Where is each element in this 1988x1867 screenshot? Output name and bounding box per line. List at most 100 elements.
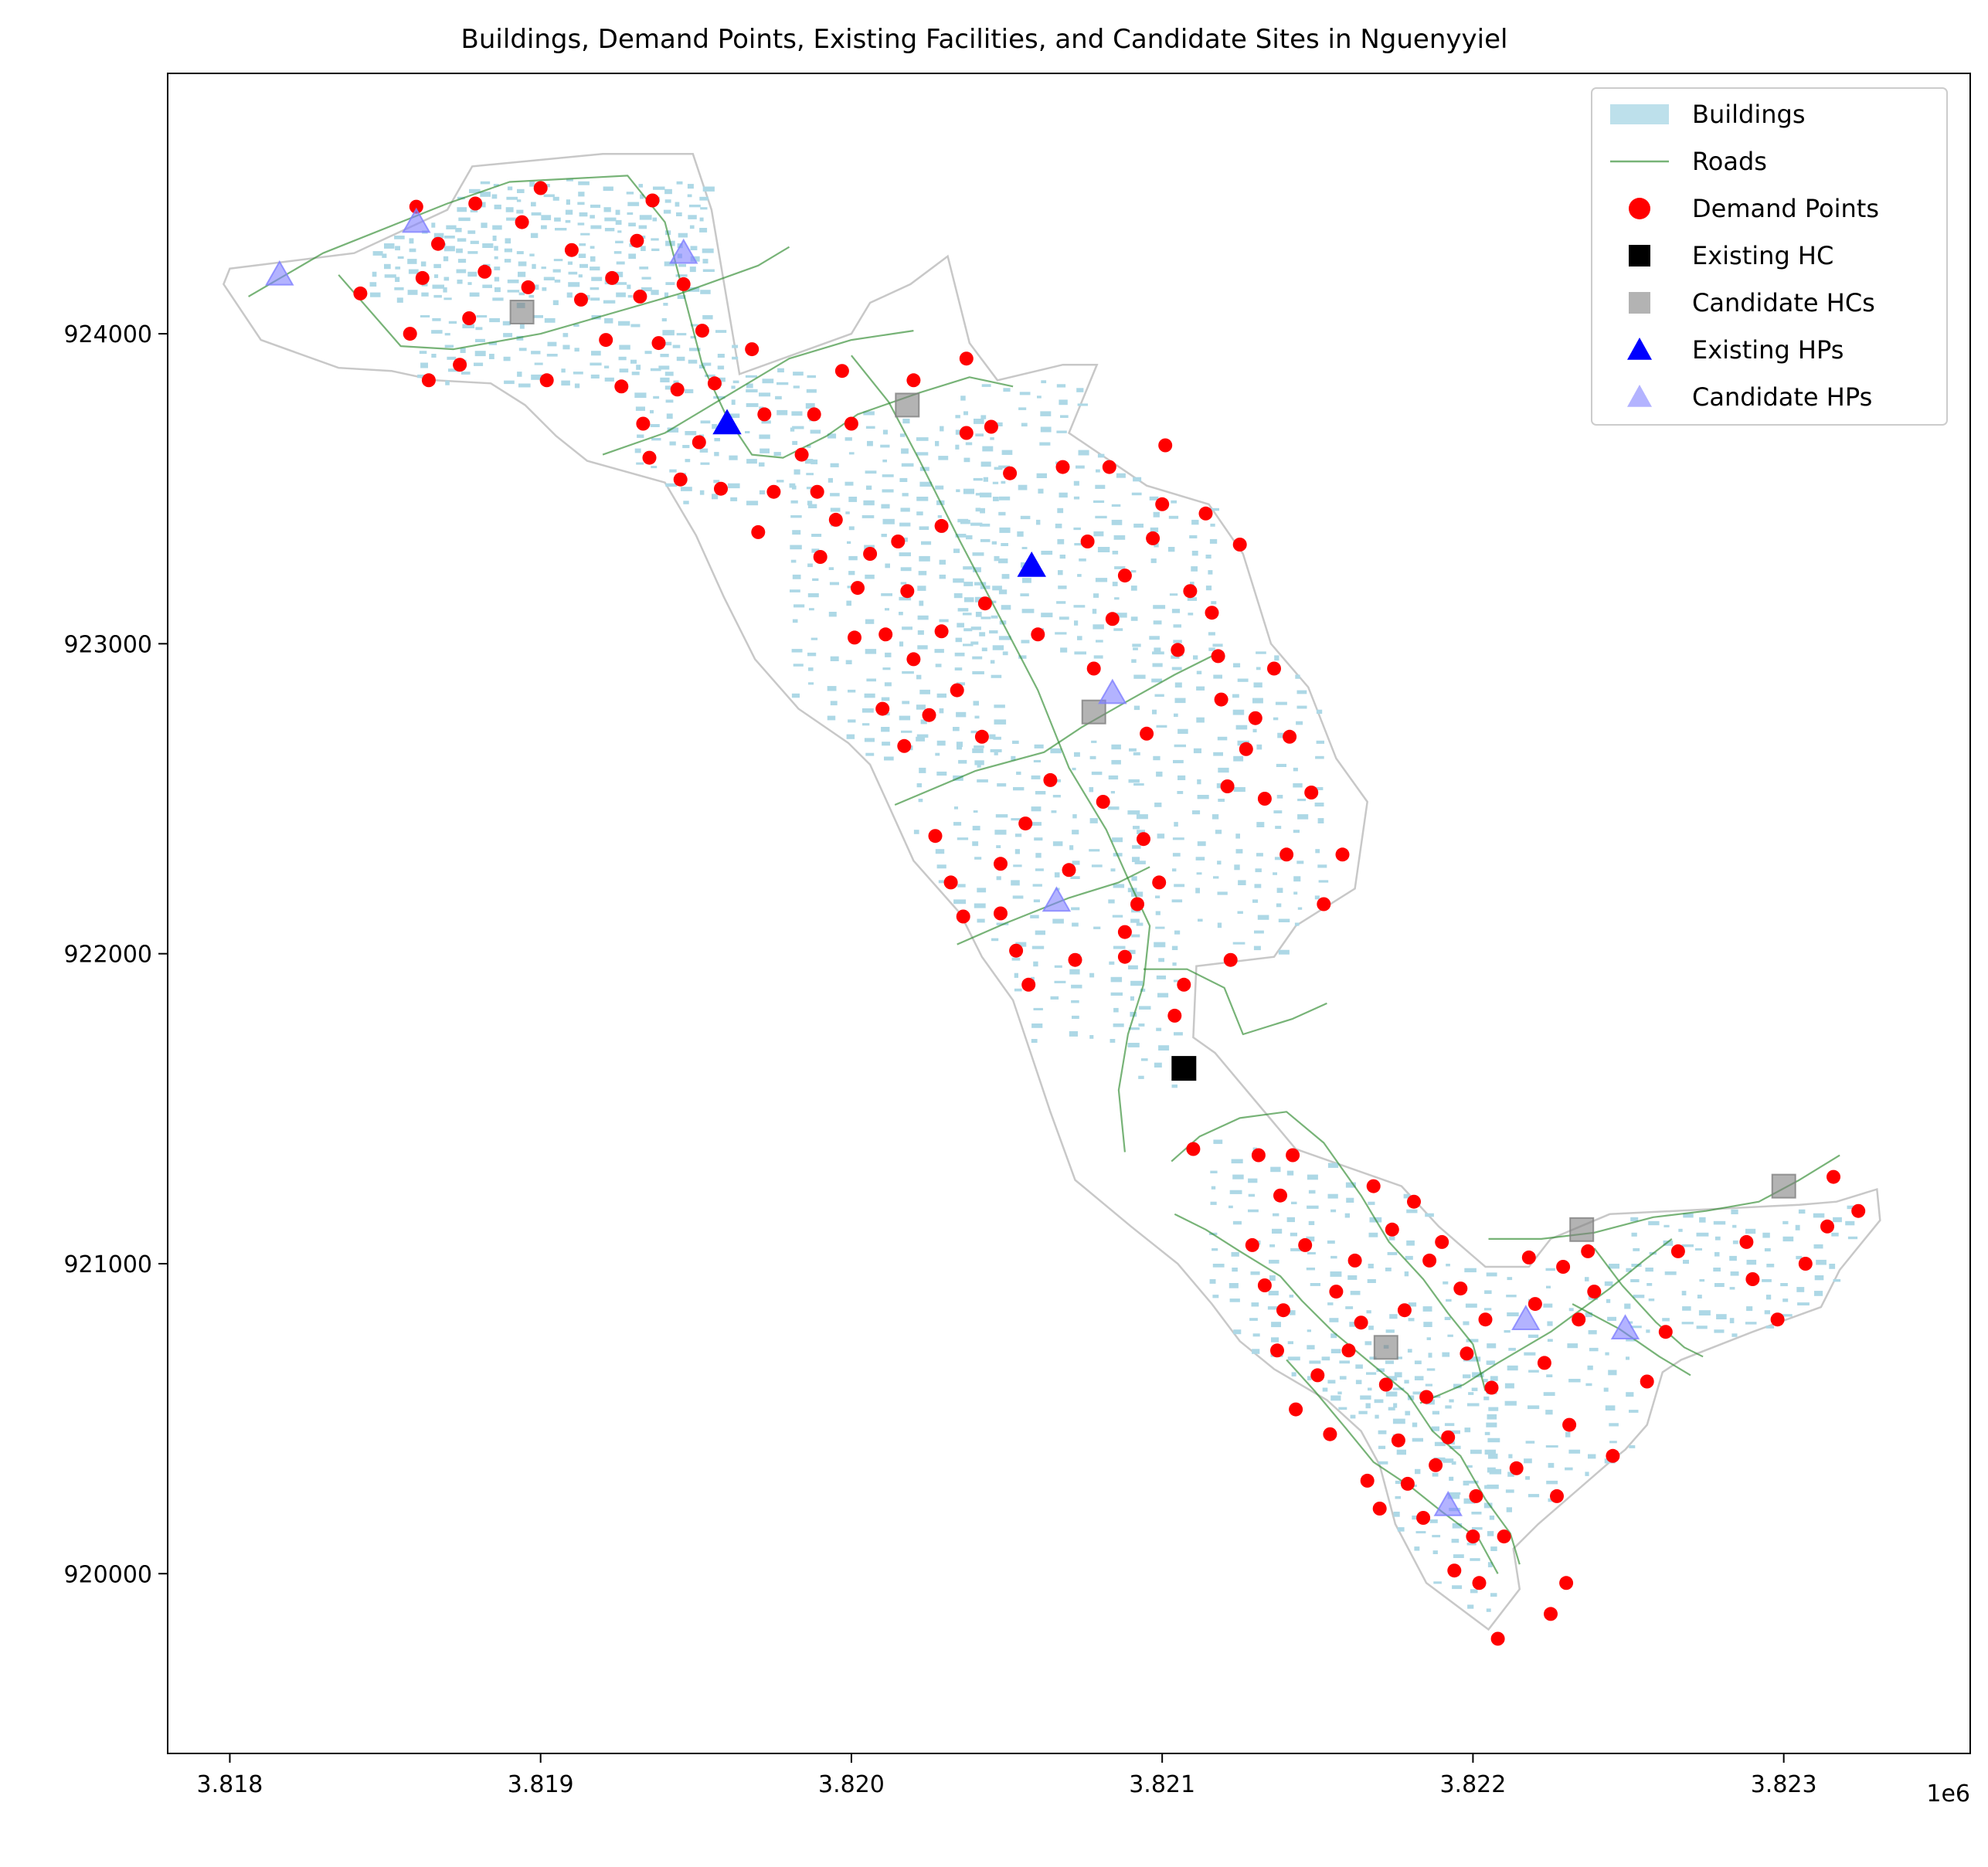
building <box>807 593 819 598</box>
building <box>1697 1295 1702 1298</box>
building <box>503 356 511 362</box>
building <box>1327 1380 1336 1384</box>
building <box>1014 849 1020 854</box>
building <box>975 612 982 617</box>
demand-point <box>813 550 827 564</box>
building <box>1568 1308 1574 1312</box>
demand-point <box>1341 1343 1356 1358</box>
building <box>683 501 689 504</box>
building <box>1095 578 1108 582</box>
building <box>712 424 718 429</box>
building <box>1071 984 1082 989</box>
building <box>1385 1391 1398 1397</box>
building <box>960 519 970 524</box>
demand-point <box>807 407 821 422</box>
building <box>1443 1458 1454 1463</box>
building <box>1114 566 1126 569</box>
building <box>1155 895 1161 898</box>
candidate-hp-marker <box>402 207 431 233</box>
building <box>1293 783 1303 788</box>
building <box>417 374 428 378</box>
building <box>702 186 715 192</box>
building <box>1058 570 1063 575</box>
building <box>979 492 992 497</box>
building <box>467 230 476 234</box>
building <box>1217 891 1228 895</box>
building <box>1314 803 1324 807</box>
building <box>1254 884 1262 888</box>
building <box>489 354 494 359</box>
building <box>619 345 630 350</box>
building <box>916 511 923 516</box>
building <box>1089 849 1100 852</box>
building <box>1486 1608 1491 1612</box>
demand-point <box>1329 1285 1344 1299</box>
building <box>1157 833 1165 839</box>
building <box>993 736 1001 740</box>
building <box>1545 1445 1558 1448</box>
demand-point <box>1062 863 1076 877</box>
building <box>916 674 922 680</box>
building <box>1386 1376 1398 1381</box>
building <box>604 365 610 368</box>
building <box>1235 849 1243 854</box>
road <box>1419 1238 1673 1404</box>
building <box>977 779 988 782</box>
building <box>566 199 570 205</box>
building <box>531 374 543 380</box>
y-tick-label: 924000 <box>63 321 152 348</box>
building <box>1745 1322 1757 1325</box>
building <box>1330 1333 1337 1339</box>
road <box>894 652 1219 806</box>
building <box>431 330 443 334</box>
building <box>1034 744 1044 748</box>
candidate-hp-marker <box>1610 1314 1640 1339</box>
building <box>554 217 561 222</box>
building <box>1153 511 1160 518</box>
building <box>777 382 789 385</box>
building <box>1451 1461 1456 1465</box>
building <box>1745 1228 1756 1234</box>
building <box>467 282 472 285</box>
building <box>990 660 995 664</box>
demand-point <box>1400 1476 1415 1491</box>
building <box>1630 1279 1640 1282</box>
building <box>1433 1581 1442 1584</box>
building <box>1681 1244 1694 1247</box>
building <box>939 708 944 714</box>
building <box>955 534 967 538</box>
building <box>916 704 926 710</box>
legend-swatch <box>1629 292 1650 314</box>
building <box>1524 1352 1536 1356</box>
building <box>1449 1430 1460 1434</box>
building <box>777 409 788 416</box>
building <box>578 181 590 185</box>
demand-point <box>745 342 760 357</box>
building <box>974 582 987 586</box>
building <box>1229 1298 1240 1302</box>
building <box>443 277 450 281</box>
building <box>651 238 659 241</box>
building <box>1504 1400 1517 1406</box>
building <box>991 938 999 942</box>
building <box>1306 1268 1315 1271</box>
building <box>1368 1264 1374 1268</box>
building <box>639 266 649 270</box>
building <box>1375 1414 1379 1419</box>
building <box>1624 1303 1631 1309</box>
building <box>1232 942 1245 945</box>
building <box>1070 876 1080 879</box>
building <box>1449 1492 1461 1495</box>
building <box>1472 1527 1483 1530</box>
demand-point <box>605 270 620 285</box>
building <box>1215 830 1222 834</box>
demand-point <box>614 379 629 394</box>
building <box>641 277 651 280</box>
building <box>935 485 944 490</box>
building <box>506 217 518 221</box>
building <box>1113 945 1126 949</box>
building <box>1483 1308 1492 1311</box>
building <box>994 555 1000 562</box>
building <box>384 243 395 249</box>
building <box>431 354 437 358</box>
